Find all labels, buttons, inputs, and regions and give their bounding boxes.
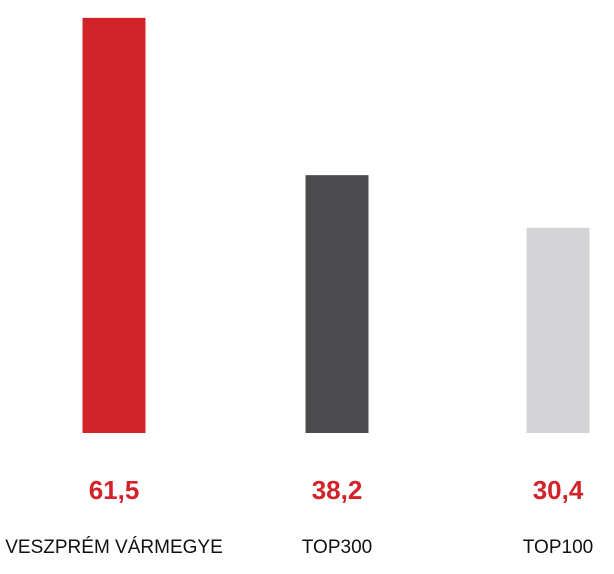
category-label: TOP100 — [523, 537, 593, 558]
bar — [82, 17, 146, 433]
value-label: 30,4 — [533, 475, 584, 505]
category-label: TOP300 — [302, 537, 372, 558]
bar — [305, 175, 369, 433]
bar — [526, 227, 590, 433]
value-label: 38,2 — [312, 475, 363, 505]
category-label: VESZPRÉM VÁRMEGYE — [5, 537, 223, 558]
value-label: 61,5 — [89, 475, 140, 505]
